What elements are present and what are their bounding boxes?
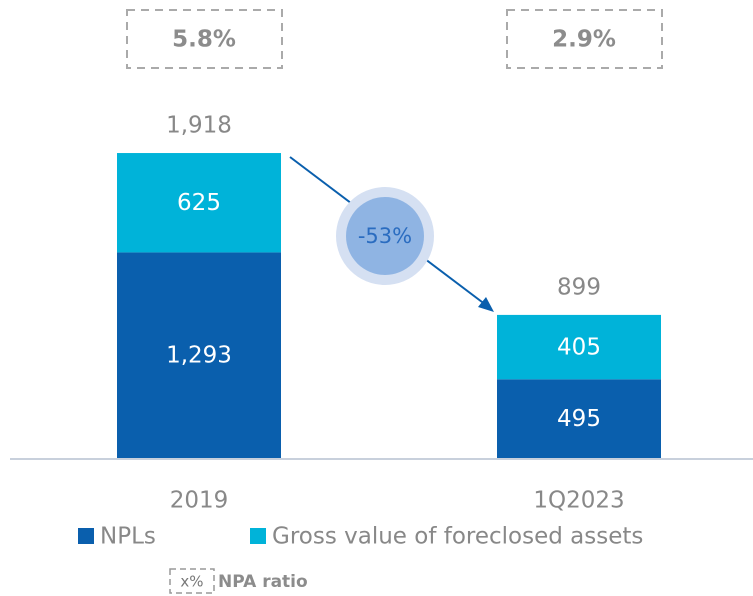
bar-segment (497, 314, 661, 380)
npa-box (506, 9, 663, 69)
legend-label: NPLs (100, 524, 156, 550)
legend-label: Gross value of foreclosed assets (272, 524, 643, 550)
segment-label: 495 (557, 406, 601, 432)
bar-segment (117, 153, 281, 253)
npa-legend-symbol: x% (180, 573, 203, 591)
legend-swatch (250, 528, 266, 544)
x-tick-label: 1Q2023 (533, 488, 624, 514)
segment-label: 405 (557, 335, 601, 361)
npa-legend-box (169, 568, 215, 594)
npa-ratio: 2.9% (552, 27, 616, 53)
bar-segment (497, 379, 661, 458)
npa-legend-label: NPA ratio (218, 572, 308, 592)
npa-box (126, 9, 283, 69)
total-label: 1,918 (166, 113, 232, 139)
bar-segment (117, 252, 281, 458)
x-tick-label: 2019 (170, 488, 229, 514)
segment-label: 625 (177, 190, 221, 216)
segment-label: 1,293 (166, 343, 232, 369)
npa-ratio: 5.8% (172, 27, 236, 53)
arrow-head (478, 297, 494, 312)
legend-swatch (78, 528, 94, 544)
change-label: -53% (358, 224, 412, 248)
total-label: 899 (557, 274, 601, 300)
change-circle (346, 197, 424, 275)
